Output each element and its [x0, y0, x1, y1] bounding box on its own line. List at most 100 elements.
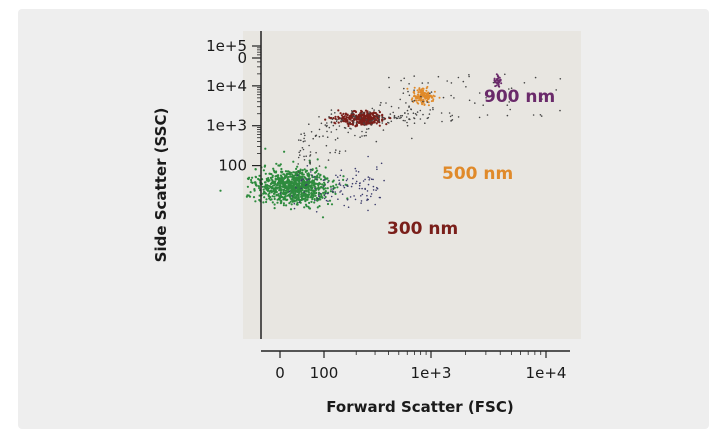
background-event [332, 124, 335, 127]
background-event [437, 75, 440, 78]
background-event [288, 190, 291, 193]
population-point [425, 89, 428, 92]
population-point [375, 119, 378, 122]
population-point [420, 93, 423, 96]
population-point [257, 185, 260, 188]
population-point [304, 200, 307, 203]
background-event [335, 174, 337, 177]
background-event [298, 151, 301, 154]
population-point [273, 197, 276, 201]
background-event [343, 204, 346, 207]
background-event [339, 174, 342, 177]
population-point [278, 184, 281, 187]
background-event [453, 97, 455, 99]
background-event [415, 114, 418, 116]
background-event [360, 200, 363, 202]
background-event [504, 73, 506, 76]
population-point [299, 175, 302, 178]
population-point [282, 191, 285, 194]
population-point [286, 188, 289, 191]
population-point [328, 199, 332, 202]
population-point [499, 79, 502, 82]
population-point [267, 184, 270, 187]
population-point [320, 185, 323, 189]
population-point [362, 120, 365, 123]
background-event [318, 195, 320, 198]
population-point [321, 216, 325, 219]
background-event [307, 178, 310, 181]
population-point [372, 112, 376, 115]
background-event [314, 134, 317, 137]
population-point [289, 192, 292, 195]
population-point [250, 181, 253, 184]
background-event [340, 120, 342, 122]
background-event [370, 193, 373, 195]
population-point [493, 77, 496, 80]
background-event [354, 134, 356, 137]
background-event [310, 171, 312, 173]
population-point [264, 181, 267, 184]
background-event [468, 99, 471, 102]
population-point [301, 171, 304, 174]
background-event [364, 188, 367, 190]
population-point [329, 190, 332, 193]
population-point [313, 191, 316, 194]
background-event [355, 122, 358, 124]
population-label: 300 nm [387, 219, 458, 239]
population-point [295, 182, 299, 185]
population-point [298, 191, 301, 194]
population-point [253, 189, 256, 192]
population-point [430, 95, 433, 98]
population-point [362, 117, 365, 121]
background-event [370, 195, 372, 198]
population-point [289, 197, 292, 200]
axes-layer [252, 31, 570, 358]
background-event [370, 178, 373, 180]
population-point [301, 182, 304, 185]
background-event [295, 187, 297, 189]
population-point [349, 123, 353, 126]
background-event [303, 159, 306, 161]
background-event [354, 198, 357, 201]
population-point [263, 185, 266, 188]
background-event [337, 198, 339, 200]
background-event [559, 109, 561, 112]
population-point [292, 183, 295, 187]
background-event [346, 198, 349, 201]
population-point [358, 120, 361, 123]
population-point [295, 172, 299, 175]
background-event [359, 136, 361, 138]
background-event [430, 91, 433, 93]
population-point [292, 171, 295, 174]
background-event [354, 117, 357, 119]
background-event [379, 196, 382, 199]
background-event [399, 115, 402, 117]
population-point [303, 193, 306, 197]
population-point [360, 122, 363, 125]
background-event [375, 114, 378, 117]
population-point [269, 182, 272, 185]
population-point [273, 207, 276, 210]
background-event [402, 119, 405, 122]
background-event [297, 171, 300, 173]
background-event [360, 195, 362, 197]
background-event [372, 178, 374, 181]
background-event [374, 203, 377, 206]
background-event [323, 185, 325, 187]
population-point [342, 175, 345, 178]
background-event [366, 194, 368, 197]
background-event [313, 176, 315, 178]
population-point [284, 185, 287, 188]
background-event [303, 155, 305, 158]
population-point [274, 180, 277, 183]
background-event [306, 183, 308, 186]
background-event [365, 131, 367, 134]
population-point [292, 179, 296, 182]
population-point [411, 97, 414, 100]
background-event [405, 116, 408, 118]
background-event [335, 128, 338, 131]
x-tick-label: 100 [310, 364, 339, 382]
population-point [415, 95, 418, 98]
population-point [316, 174, 319, 177]
population-point [419, 98, 422, 101]
